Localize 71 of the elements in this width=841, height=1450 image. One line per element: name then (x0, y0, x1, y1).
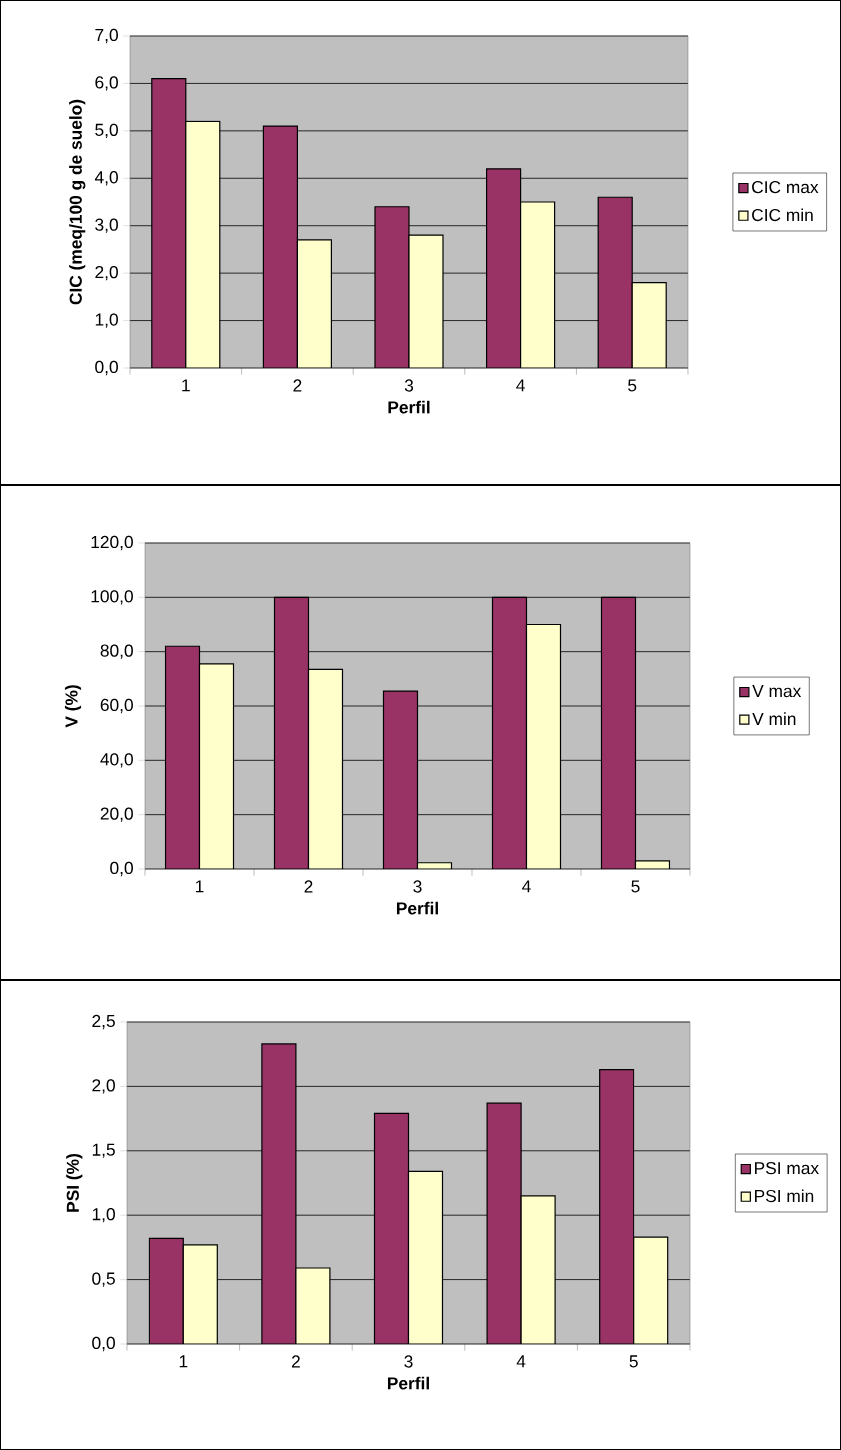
y-tick-label: 6,0 (95, 76, 118, 91)
x-tick-label: 2 (304, 880, 313, 893)
x-tick-label: 4 (522, 880, 531, 893)
bar (185, 120, 221, 368)
legend-label: CIC min (752, 208, 813, 222)
x-tick-label: 2 (291, 1355, 300, 1368)
legend-label: V min (752, 712, 796, 725)
bar (151, 78, 187, 368)
legend-label: PSI max (755, 1161, 819, 1175)
bar (295, 1267, 331, 1344)
x-tick-label: 3 (404, 1355, 413, 1368)
bar (600, 596, 637, 869)
legend-label: PSI min (755, 1189, 814, 1203)
bar (597, 196, 633, 368)
y-tick-label: 20,0 (100, 807, 133, 822)
bar (631, 282, 667, 368)
y-tick-label: 0,0 (92, 1336, 115, 1352)
x-tick-label: 3 (413, 880, 422, 893)
bar (164, 645, 201, 869)
legend-label: V max (752, 685, 802, 698)
bar (273, 596, 310, 869)
x-tick-label: 3 (404, 379, 414, 392)
bar (525, 623, 562, 869)
bar (491, 596, 528, 869)
bar (307, 668, 344, 869)
y-tick-label: 60,0 (100, 698, 133, 714)
y-tick-label: 7,0 (95, 28, 118, 44)
x-tick-label: 4 (516, 1355, 526, 1368)
y-tick-label: 2,5 (92, 1014, 115, 1030)
x-tick-label: 1 (196, 880, 204, 893)
y-tick-label: 5,0 (95, 123, 118, 139)
y-tick-label: 100,0 (91, 590, 133, 605)
y-tick-label: 3,0 (95, 218, 118, 233)
y-tick-label: 0,5 (92, 1272, 115, 1287)
x-tick-label: 2 (293, 379, 302, 392)
y-tick-label: 1,0 (92, 1208, 115, 1223)
y-tick-label: 0,0 (95, 360, 118, 376)
y-tick-label: 1,0 (95, 313, 118, 328)
legend-label: CIC max (752, 180, 819, 194)
x-axis-title: Perfil (387, 1376, 429, 1390)
y-tick-label: 120,0 (91, 535, 133, 551)
y-tick-label: 2,0 (92, 1079, 115, 1094)
bar (408, 234, 444, 368)
y-axis-title: V (%) (64, 685, 82, 728)
y-tick-label: 80,0 (100, 644, 133, 659)
bar (485, 168, 522, 368)
y-tick-label: 4,0 (94, 171, 118, 186)
y-axis-title: CIC (meq/100 g de suelo) (69, 99, 86, 305)
y-tick-label: 2,0 (95, 265, 118, 281)
x-tick-label: 5 (629, 1355, 638, 1368)
bar (374, 206, 410, 368)
x-tick-label: 5 (628, 379, 637, 392)
x-axis-title: Perfil (388, 400, 430, 414)
x-tick-label: 1 (179, 1355, 188, 1368)
bar (296, 239, 332, 368)
x-tick-label: 4 (516, 379, 525, 392)
bar (198, 663, 235, 869)
bar (519, 201, 556, 368)
y-tick-label: 40,0 (100, 753, 133, 768)
y-tick-label: 1,5 (92, 1143, 115, 1158)
bar (633, 1236, 669, 1344)
x-tick-label: 5 (631, 880, 640, 893)
bar (407, 1170, 444, 1344)
bar (262, 125, 298, 368)
bar (382, 690, 419, 869)
x-axis-title: Perfil (396, 901, 438, 915)
x-tick-label: 1 (182, 379, 190, 392)
y-axis-title: PSI (%) (66, 1154, 83, 1212)
y-tick-label: 0,0 (110, 861, 133, 877)
bar (182, 1244, 218, 1344)
bar (520, 1195, 556, 1344)
